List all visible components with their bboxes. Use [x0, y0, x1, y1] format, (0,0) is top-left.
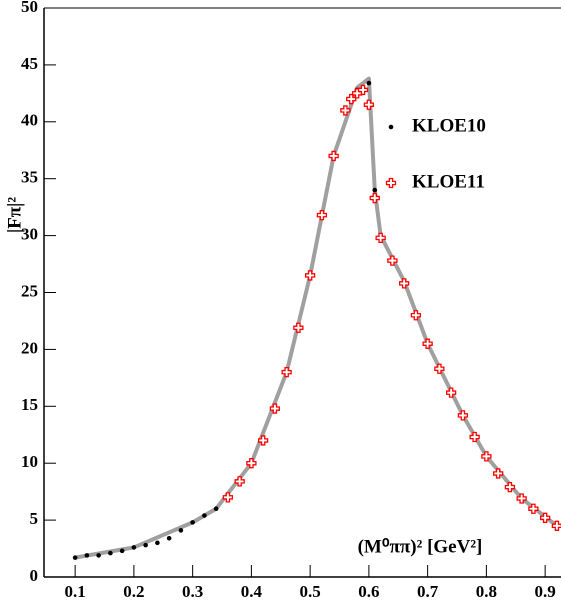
point [528, 503, 539, 514]
x-tick-label: 0.9 [535, 582, 556, 601]
point [504, 481, 516, 493]
y-tick-label: 10 [21, 452, 38, 471]
y-tick-label: 45 [21, 54, 38, 73]
x-tick-label: 0.5 [300, 582, 321, 601]
point [328, 150, 339, 162]
point [166, 536, 172, 541]
point [434, 363, 445, 374]
point [445, 387, 457, 398]
point [346, 93, 357, 105]
y-tick-label: 30 [21, 225, 38, 244]
y-axis-label: |Fπ|² [4, 197, 25, 233]
point [369, 192, 380, 204]
y-tick-label: 35 [21, 168, 38, 187]
y-tick-label: 5 [30, 509, 39, 528]
point [234, 476, 245, 487]
point [372, 187, 378, 193]
point [213, 506, 219, 512]
point [363, 99, 375, 110]
y-tick-label: 0 [30, 566, 39, 585]
point [96, 553, 101, 558]
point [516, 493, 527, 504]
point [155, 540, 160, 546]
x-tick-label: 0.4 [241, 582, 263, 601]
point [304, 270, 316, 281]
point [551, 520, 561, 531]
point [398, 278, 410, 289]
point [357, 84, 369, 96]
x-tick-label: 0.3 [182, 582, 203, 601]
x-tick-label: 0.1 [65, 582, 86, 601]
point [108, 550, 113, 556]
band-line [74, 76, 559, 560]
legend-label: KLOE10 [412, 115, 486, 136]
y-tick-label: 20 [21, 338, 38, 357]
legend-label: KLOE11 [412, 171, 485, 192]
y-tick-label: 25 [21, 281, 38, 300]
point [131, 545, 137, 550]
y-tick-label: 15 [21, 395, 38, 414]
point [469, 431, 480, 443]
point [84, 553, 90, 558]
point [119, 548, 125, 554]
point [190, 520, 195, 525]
legend-marker [385, 177, 397, 189]
point [269, 403, 281, 414]
point [366, 80, 372, 86]
point [281, 367, 292, 378]
x-tick-label: 0.2 [123, 582, 144, 601]
point [457, 410, 469, 421]
point [202, 513, 207, 518]
x-tick-label: 0.6 [358, 582, 379, 601]
point [246, 458, 257, 469]
x-axis-label: (M⁰ππ)² [GeV²] [358, 536, 483, 557]
point [410, 310, 422, 321]
point [539, 512, 551, 523]
point [387, 255, 398, 266]
y-tick-label: 50 [21, 0, 38, 16]
legend-marker [388, 124, 394, 130]
x-tick-label: 0.8 [476, 582, 497, 601]
point [492, 468, 504, 479]
point [481, 451, 492, 462]
point [340, 105, 351, 116]
point [293, 322, 304, 333]
point [316, 209, 328, 221]
x-tick-label: 0.7 [417, 582, 439, 601]
point [178, 528, 184, 533]
point [422, 338, 433, 349]
point [222, 492, 234, 503]
point [257, 435, 269, 446]
point [375, 232, 386, 244]
point [143, 542, 148, 548]
y-tick-label: 40 [21, 111, 38, 130]
point [72, 555, 78, 560]
